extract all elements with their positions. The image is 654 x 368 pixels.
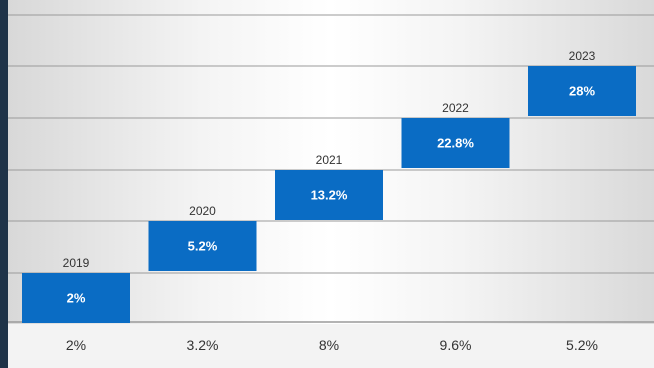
bottom-label-2023: 5.2% bbox=[566, 337, 598, 353]
bar-2019 bbox=[22, 273, 130, 323]
year-label-2020: 2020 bbox=[189, 204, 216, 218]
bar-value-label-2019: 2% bbox=[67, 290, 86, 305]
bars-layer bbox=[22, 66, 636, 323]
labels-layer: 2019 2% 2% 2020 5.2% 3.2% 2021 13.2% 8% 2022 22.8%… bbox=[63, 49, 598, 353]
bar-value-label-2020: 5.2% bbox=[188, 238, 218, 253]
bottom-label-2021: 8% bbox=[319, 337, 339, 353]
bar-value-label-2022: 22.8% bbox=[437, 135, 474, 150]
year-label-2023: 2023 bbox=[569, 49, 596, 63]
bottom-label-2022: 9.6% bbox=[440, 337, 472, 353]
bar-2020 bbox=[148, 221, 257, 271]
bottom-label-2019: 2% bbox=[66, 337, 86, 353]
chart-svg: 2019 2% 2% 2020 5.2% 3.2% 2021 13.2% 8% 2022 22.8%… bbox=[8, 14, 654, 353]
chart-frame: 2019 2% 2% 2020 5.2% 3.2% 2021 13.2% 8% 2022 22.8%… bbox=[8, 0, 654, 368]
grid-lines bbox=[8, 14, 654, 323]
bar-2022 bbox=[401, 118, 510, 168]
bar-2023 bbox=[528, 66, 636, 116]
bottom-label-2020: 3.2% bbox=[187, 337, 219, 353]
year-label-2019: 2019 bbox=[63, 256, 90, 270]
bar-2021 bbox=[275, 170, 383, 220]
year-label-2021: 2021 bbox=[316, 153, 343, 167]
bar-value-label-2021: 13.2% bbox=[311, 187, 348, 202]
year-label-2022: 2022 bbox=[442, 101, 469, 115]
bottom-label-strip bbox=[8, 324, 654, 368]
bar-value-label-2023: 28% bbox=[569, 83, 595, 98]
